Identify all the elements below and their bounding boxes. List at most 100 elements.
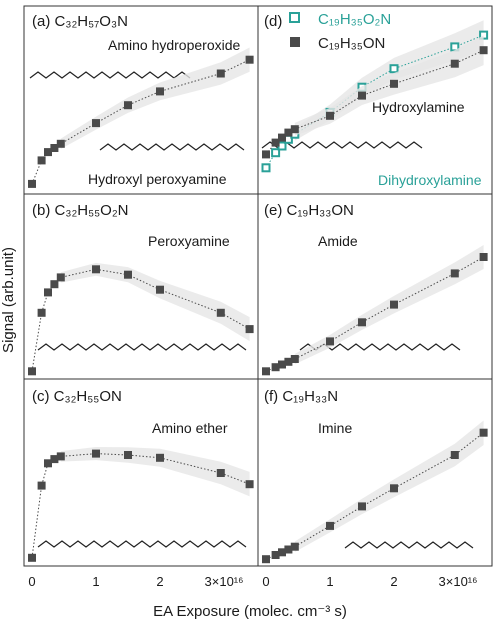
y-axis-label: Signal (arb.unit)	[0, 247, 17, 353]
panel-d-series-1-point-8	[450, 59, 459, 68]
panel-b-series-0-point-8	[216, 308, 225, 317]
panel-d-series-1-point-6	[358, 91, 366, 100]
panel-c-formula: C₃₂H₅₅ON	[54, 388, 122, 405]
panel-e-series-0-point-5	[326, 337, 334, 346]
panel-d-band-1	[294, 35, 484, 136]
x-tick-right-0: 0	[262, 574, 269, 589]
panel-c-series-0-point-6	[124, 451, 132, 459]
panel-d-series-1-point-0	[262, 150, 270, 159]
annotation-imine: Imine	[318, 420, 352, 436]
molecule-sketch-b	[37, 343, 247, 351]
x-tick-left-3: 3×10¹⁶	[205, 574, 244, 589]
panel-b-series-0-point-9	[245, 325, 254, 334]
panel-a-series-0-point-3	[50, 144, 59, 152]
annotation-dihydroxylamine: Dihydroxylamine	[378, 172, 482, 188]
annotation-peroxyamine: Peroxyamine	[148, 233, 230, 249]
panel-e-series-0-point-8	[450, 269, 459, 278]
panel-f-series-0-point-4	[290, 542, 299, 551]
panel-e-formula: C₁₉H₃₃ON	[287, 202, 354, 219]
panel-c-series-0-point-7	[156, 453, 164, 462]
panel-b-series-0-point-1	[37, 308, 46, 317]
panel-e-series-0-point-1	[271, 363, 280, 372]
panel-b-band-0	[60, 262, 250, 342]
annotation-amino-ether: Amino ether	[152, 420, 228, 436]
annotation-hydroxyl-peroxyamine: Hydroxyl peroxyamine	[88, 171, 227, 187]
panel-c-series-0-point-1	[37, 481, 46, 490]
x-axis-label: EA Exposure (molec. cm⁻³ s)	[153, 603, 347, 620]
panel-frames	[23, 5, 493, 567]
panel-b-series-0-point-4	[56, 273, 65, 282]
x-tick-right-2: 2	[390, 574, 397, 589]
panel-d-series-1-point-4	[290, 125, 299, 134]
legend-marker-filled-square	[290, 37, 300, 47]
panel-a-title: (a) C₃₂H₅₇O₃N	[32, 13, 128, 30]
panel-c-series-0-point-4	[56, 452, 65, 461]
panel-c-series-0-point-2	[44, 459, 52, 468]
panel-f-frame	[257, 378, 493, 567]
x-tick-left-2: 2	[156, 574, 163, 589]
panel-a-band-0	[60, 47, 250, 149]
panel-c-series-0-point-9	[245, 480, 254, 489]
molecule-sketch-f	[344, 541, 474, 549]
x-ticks-right: 0 1 2 3×10¹⁶	[262, 574, 477, 589]
panel-d-title: (d)	[264, 13, 282, 30]
panel-f-series-0-point-3	[284, 545, 293, 554]
panel-e-series-0-point-4	[290, 355, 299, 363]
molecule-sketch-a2	[99, 143, 245, 151]
panel-a-series-0-point-6	[124, 101, 132, 110]
annotation-amide: Amide	[318, 233, 358, 249]
panel-d-series-1-point-3	[284, 128, 293, 137]
legend-marker-open-square	[289, 12, 300, 23]
panel-c-series-0-line	[31, 453, 250, 558]
x-tick-right-3: 3×10¹⁶	[439, 574, 478, 589]
x-tick-left-0: 0	[28, 574, 35, 589]
panel-b-series-0-point-2	[44, 288, 52, 297]
panel-f-series-0-point-8	[450, 451, 459, 459]
panel-d-series-0-line	[265, 34, 484, 169]
panel-d-series-1-point-5	[326, 111, 334, 120]
panel-a-formula: C₃₂H₅₇O₃N	[55, 13, 128, 30]
panel-e-series-0-line	[265, 256, 484, 372]
panel-c-series-0-point-5	[92, 449, 100, 458]
panel-a-series-0-point-0	[28, 179, 36, 188]
panel-f-band-0	[294, 420, 484, 552]
panel-c-series-0-point-3	[50, 455, 59, 464]
panel-e-series-0-point-0	[262, 367, 270, 376]
panel-b-series-0-point-3	[50, 280, 59, 289]
panel-f-series-0-point-6	[358, 502, 366, 511]
panel-d-series-0-point-1	[271, 148, 281, 158]
molecule-sketch-d1	[261, 141, 423, 149]
legend: C₁₉H₃₅O₂N C₁₉H₃₅ON	[289, 11, 391, 52]
panel-e-series-0-point-6	[358, 318, 366, 327]
panel-d-series-0-point-7	[389, 64, 399, 74]
panel-f-formula: C₁₉H₃₃N	[282, 388, 338, 405]
panel-f-title: (f) C₁₉H₃₃N	[264, 388, 338, 405]
x-tick-left-1: 1	[92, 574, 99, 589]
panel-e-series-0-point-3	[284, 357, 293, 366]
molecule-sketch-a1	[29, 71, 191, 79]
panel-c-band-0	[60, 447, 250, 497]
panel-e-frame	[257, 193, 493, 380]
panel-f-series-0-point-7	[390, 484, 398, 493]
panel-d-series-1-point-9	[479, 46, 488, 55]
panel-a-series-0-point-7	[156, 87, 164, 96]
panel-f-series-0-point-5	[326, 521, 334, 530]
panel-d-series-1-point-2	[278, 133, 286, 142]
panel-b-formula: C₃₂H₅₅O₂N	[55, 202, 129, 219]
x-tick-right-1: 1	[326, 574, 333, 589]
panel-c-series-0-point-0	[28, 553, 36, 562]
legend-label-1: C₁₉H₃₅ON	[318, 35, 385, 52]
annotation-hydroxylamine: Hydroxylamine	[372, 99, 465, 115]
data-layer	[28, 20, 489, 564]
panel-b-series-0-point-0	[28, 367, 36, 376]
panel-c-series-0-point-8	[216, 469, 225, 477]
panel-b-title: (b) C₃₂H₅₅O₂N	[32, 202, 129, 219]
panel-a-series-0-point-1	[37, 156, 46, 165]
legend-label-0: C₁₉H₃₅O₂N	[318, 11, 391, 28]
molecule-sketch-c	[37, 540, 247, 548]
panel-a-series-0-point-4	[56, 139, 65, 148]
panel-a-series-0-point-2	[44, 148, 52, 157]
panel-d-series-1-point-7	[390, 79, 398, 88]
panel-d-series-0-point-0	[261, 163, 271, 173]
